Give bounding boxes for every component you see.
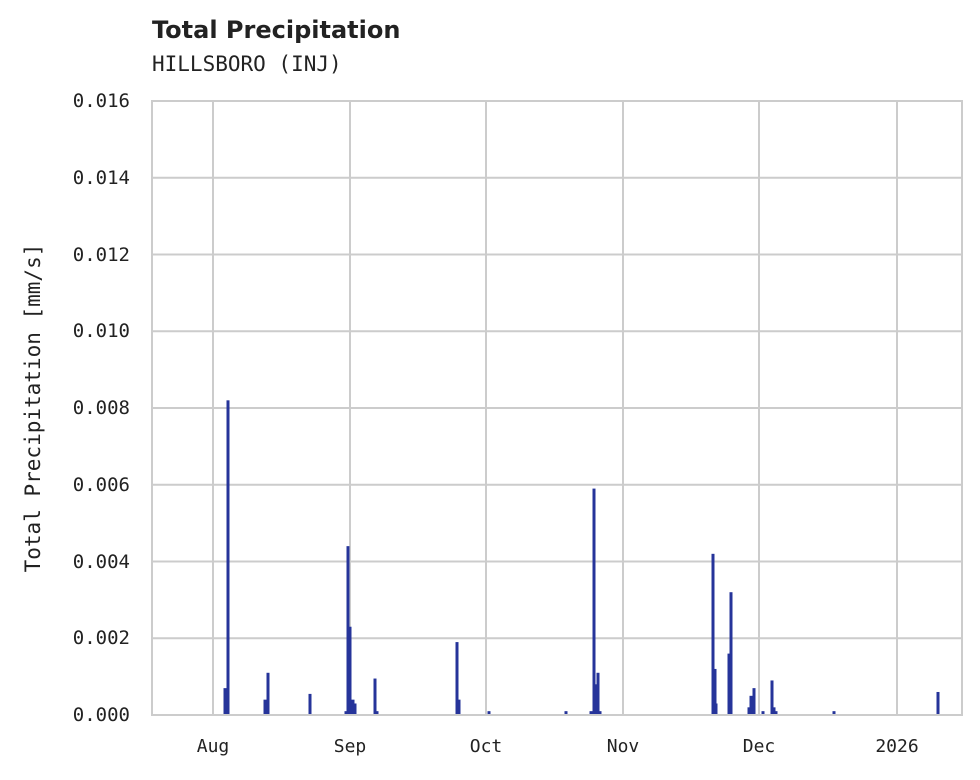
precipitation-bar: [348, 626, 352, 715]
y-tick-label: 0.004: [72, 550, 130, 573]
precipitation-bar: [711, 553, 715, 715]
precipitation-bar: [455, 642, 459, 715]
precipitation-bar: [596, 672, 600, 715]
precipitation-bar: [353, 703, 357, 715]
precipitation-bar: [749, 695, 753, 715]
gridlines: [152, 100, 962, 716]
precipitation-bar: [226, 400, 230, 715]
y-tick-label: 0.012: [72, 243, 130, 266]
precipitation-bar: [373, 678, 377, 715]
x-tick-label: 2026: [875, 736, 919, 757]
x-tick-label: Aug: [196, 736, 230, 757]
y-tick-label: 0.002: [72, 627, 130, 650]
precipitation-bar: [761, 711, 765, 715]
y-tick-label: 0.016: [72, 90, 130, 112]
chart-subtitle: HILLSBORO (INJ): [152, 52, 342, 76]
precipitation-bar: [774, 711, 778, 715]
y-tick-label: 0.014: [72, 166, 130, 189]
precipitation-bar: [832, 711, 836, 715]
precipitation-bar: [223, 688, 227, 715]
precipitation-bar: [375, 711, 379, 715]
precipitation-bar: [592, 488, 596, 715]
precipitation-bar: [589, 711, 593, 715]
precipitation-bar: [564, 711, 568, 715]
y-tick-label: 0.006: [72, 473, 130, 496]
precipitation-bar: [598, 711, 602, 715]
plot-frame: [151, 100, 963, 716]
precipitation-bar: [770, 680, 774, 715]
precipitation-bar: [594, 684, 598, 715]
precipitation-bar: [747, 707, 751, 715]
precipitation-bar: [714, 703, 718, 715]
precipitation-bar: [713, 668, 717, 715]
x-tick-label: Nov: [606, 736, 640, 757]
y-tick-label: 0.008: [72, 397, 130, 419]
precipitation-bars: [223, 400, 940, 715]
precipitation-bar: [266, 672, 270, 715]
precipitation-bar: [351, 699, 355, 715]
y-tick-label: 0.010: [72, 320, 130, 343]
precipitation-bar: [344, 711, 348, 715]
precipitation-bar: [772, 707, 776, 715]
precipitation-bar: [263, 699, 267, 715]
x-tick-label: Sep: [333, 736, 367, 757]
precipitation-bar: [729, 592, 733, 715]
chart-title: Total Precipitation: [152, 16, 401, 44]
precipitation-bar: [457, 699, 461, 715]
x-tick-label: Dec: [742, 736, 776, 757]
precipitation-bar: [752, 688, 756, 715]
precipitation-bar: [308, 693, 312, 715]
y-tick-label: 0.000: [72, 704, 130, 726]
x-tick-label: Oct: [469, 736, 503, 757]
precipitation-bar: [936, 691, 940, 715]
precipitation-bar: [346, 546, 350, 715]
precipitation-bar: [727, 653, 731, 715]
precipitation-bar: [487, 711, 491, 715]
